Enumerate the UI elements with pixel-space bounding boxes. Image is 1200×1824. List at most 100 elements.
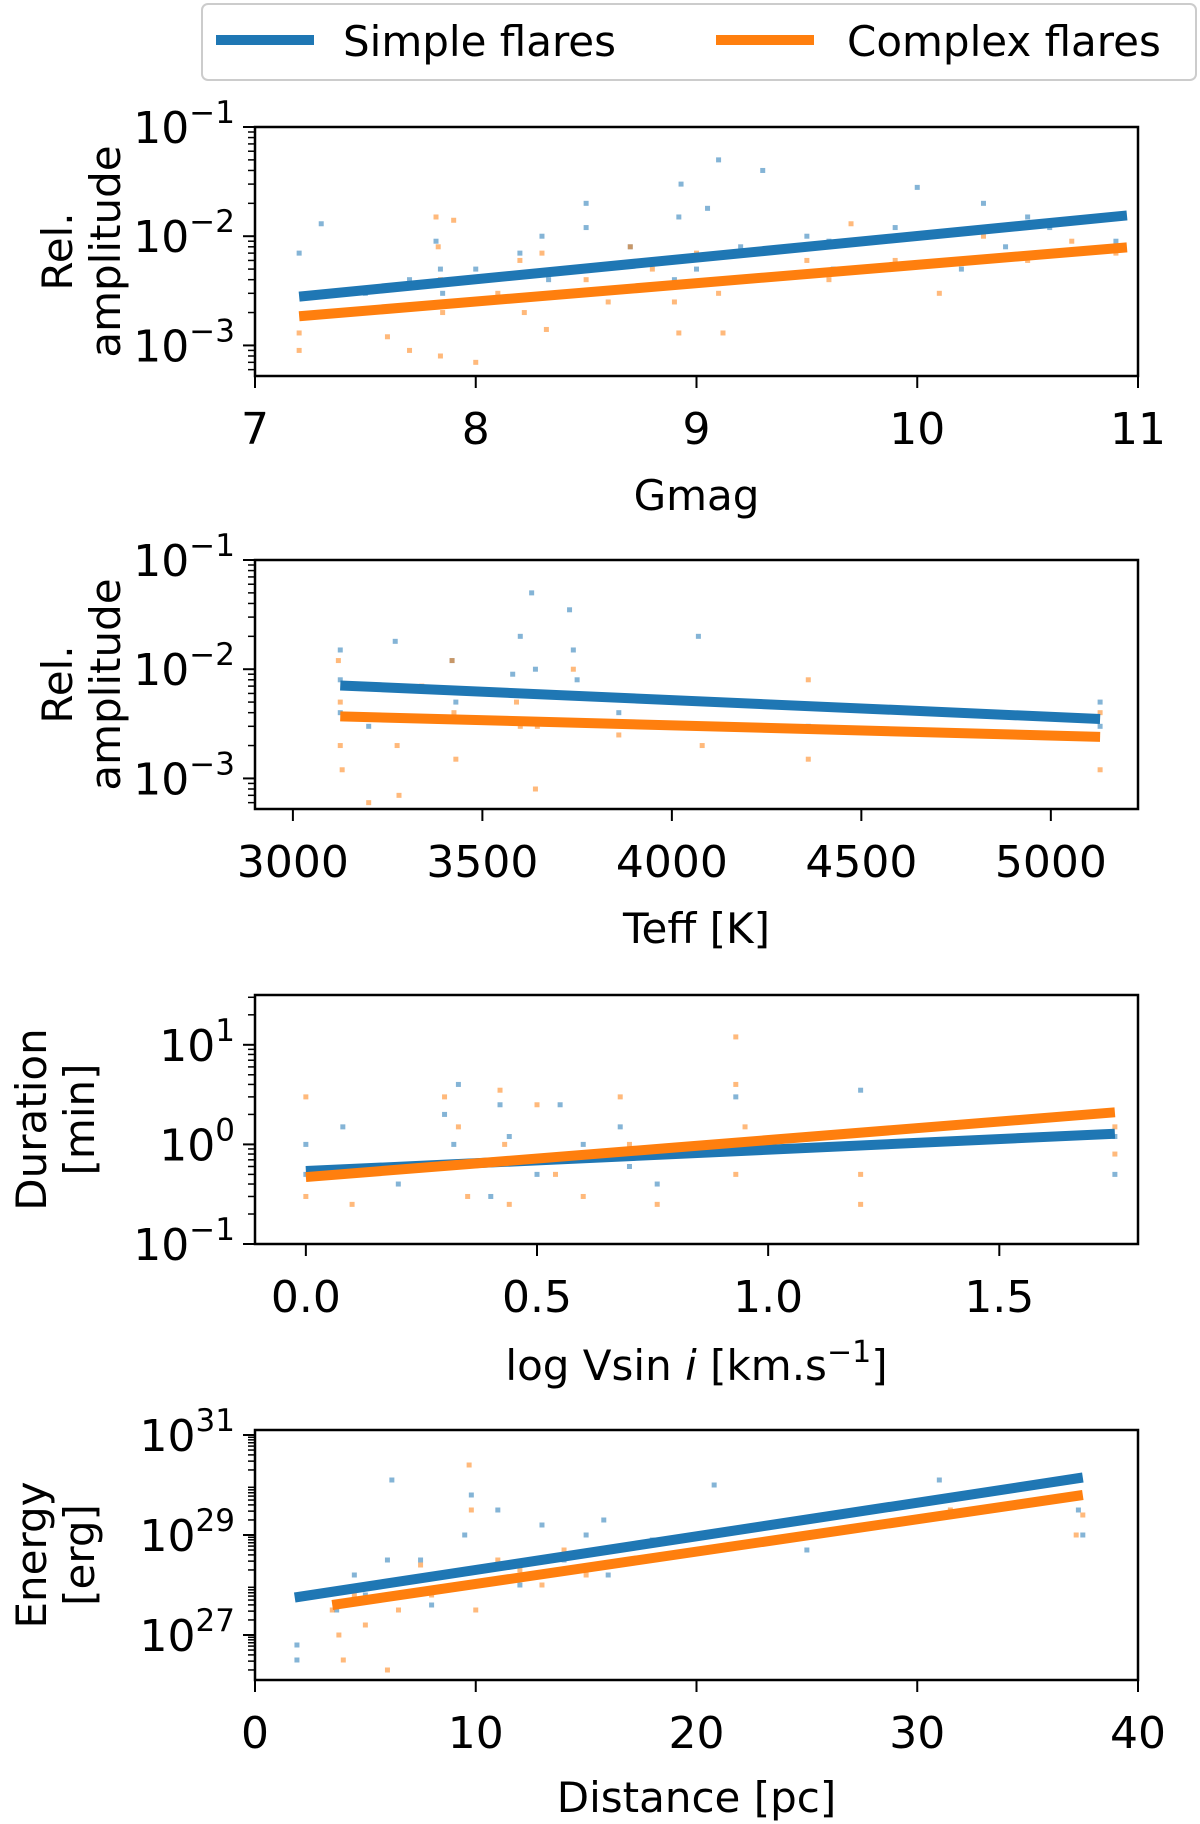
data-point-simple — [567, 607, 573, 613]
data-point-complex — [418, 1562, 424, 1568]
data-point-complex — [1080, 1512, 1086, 1518]
data-point-complex — [407, 347, 413, 353]
data-point-simple — [601, 1517, 607, 1523]
data-point-complex — [296, 330, 302, 336]
data-point-simple — [453, 699, 459, 705]
data-point-complex — [561, 1547, 567, 1553]
data-point-complex — [1073, 1532, 1079, 1538]
data-point-complex — [339, 767, 345, 773]
data-point-complex — [502, 1141, 508, 1147]
y-axis-label: Duration[min] — [7, 1028, 104, 1210]
data-point-complex — [539, 250, 545, 256]
data-point-complex — [826, 277, 832, 283]
data-point-complex — [396, 792, 402, 798]
data-point-simple — [488, 1193, 494, 1199]
data-point-simple — [733, 1094, 739, 1100]
data-point-simple — [451, 1141, 457, 1147]
data-point-complex — [532, 786, 538, 792]
data-point-simple — [583, 1532, 589, 1538]
data-point-simple — [455, 1081, 461, 1087]
data-point-simple — [804, 1547, 810, 1553]
data-point-complex — [440, 310, 446, 316]
data-point-simple — [858, 1087, 864, 1093]
data-point-simple — [616, 710, 622, 716]
data-point-complex — [1112, 1151, 1118, 1157]
x-tick-label: 5000 — [995, 837, 1107, 888]
legend-label-simple: Simple flares — [343, 17, 616, 66]
data-point-complex — [437, 353, 443, 359]
data-point-simple — [1025, 214, 1031, 220]
x-tick-label: 20 — [669, 1708, 725, 1759]
data-point-complex — [552, 1171, 558, 1177]
data-point-simple — [337, 710, 343, 716]
data-point-complex — [580, 1193, 586, 1199]
chart-panel-4: 0 10 20 30 40 1031 1029 1027 Distance [pc] Energy… — [7, 1403, 1166, 1822]
data-point-complex — [671, 299, 677, 305]
y-tick-label: 10−3 — [133, 746, 235, 805]
data-point-complex — [433, 214, 439, 220]
data-point-complex — [521, 310, 527, 316]
data-point-simple — [340, 1124, 346, 1130]
chart-panel-1: 7 8 9 10 11 10−1 10−2 10−3 Gmag Rel.amplitude — [33, 95, 1166, 520]
data-point-simple — [1112, 1171, 1118, 1177]
data-point-complex — [936, 290, 942, 296]
y-axis-label: Rel.amplitude — [33, 578, 130, 790]
data-point-complex — [349, 1201, 355, 1207]
data-point-simple — [362, 1592, 368, 1598]
data-point-simple — [671, 277, 677, 283]
fit-line-complex — [305, 1107, 1116, 1183]
y-axis-label: Energy[erg] — [7, 1481, 104, 1628]
data-point-simple — [678, 181, 684, 187]
data-point-complex — [570, 666, 576, 672]
data-point-simple — [468, 1492, 474, 1498]
y-tick-label: 10−3 — [133, 313, 235, 372]
data-point-simple — [497, 1102, 503, 1108]
data-point-simple — [440, 290, 446, 296]
data-point-simple — [389, 1477, 395, 1483]
data-point-complex — [583, 277, 589, 283]
y-axis-label: Rel.amplitude — [33, 145, 130, 357]
data-point-simple — [958, 266, 964, 272]
data-point-simple — [705, 205, 711, 211]
fit-line-simple — [293, 1472, 1084, 1603]
data-point-simple — [1075, 1507, 1081, 1513]
data-point-simple — [437, 266, 443, 272]
data-point-complex — [627, 244, 633, 250]
data-point-complex — [617, 1094, 623, 1100]
data-point-simple — [694, 266, 699, 272]
y-tick-label: 10−1 — [133, 95, 235, 154]
chart-panel-3: 0.0 0.5 1.0 1.5 101 100 10−1 log Vsin i [km.s−1… — [7, 993, 1140, 1390]
plot-frame — [253, 558, 1140, 811]
data-point-simple — [574, 677, 580, 683]
data-point-complex — [534, 1102, 540, 1108]
data-point-complex — [892, 257, 898, 263]
data-point-complex — [497, 1087, 503, 1093]
data-point-complex — [335, 658, 341, 664]
data-point-simple — [695, 633, 701, 639]
data-point-complex — [351, 1592, 357, 1598]
data-point-simple — [1097, 723, 1103, 729]
x-tick-label: 1.0 — [733, 1272, 803, 1323]
x-tick-label: 0 — [241, 1708, 269, 1759]
data-point-complex — [340, 1657, 346, 1663]
x-tick-label: 0.5 — [502, 1272, 572, 1323]
data-point-complex — [804, 257, 810, 263]
data-point-simple — [546, 277, 552, 283]
data-point-simple — [510, 671, 516, 677]
data-point-simple — [517, 250, 523, 256]
data-layer — [293, 1462, 1086, 1673]
data-point-simple — [1003, 244, 1009, 250]
data-point-complex — [473, 359, 479, 365]
data-point-simple — [506, 1134, 512, 1140]
data-point-complex — [733, 1034, 739, 1040]
data-point-simple — [605, 1572, 611, 1578]
x-tick-label: 3000 — [237, 837, 349, 888]
data-point-complex — [720, 330, 726, 336]
data-point-simple — [716, 157, 722, 163]
data-point-simple — [433, 238, 439, 244]
x-tick-label: 40 — [1110, 1708, 1166, 1759]
data-point-simple — [580, 1141, 586, 1147]
data-point-simple — [334, 1607, 340, 1613]
fit-line-complex — [340, 711, 1101, 742]
data-point-complex — [1097, 767, 1103, 773]
